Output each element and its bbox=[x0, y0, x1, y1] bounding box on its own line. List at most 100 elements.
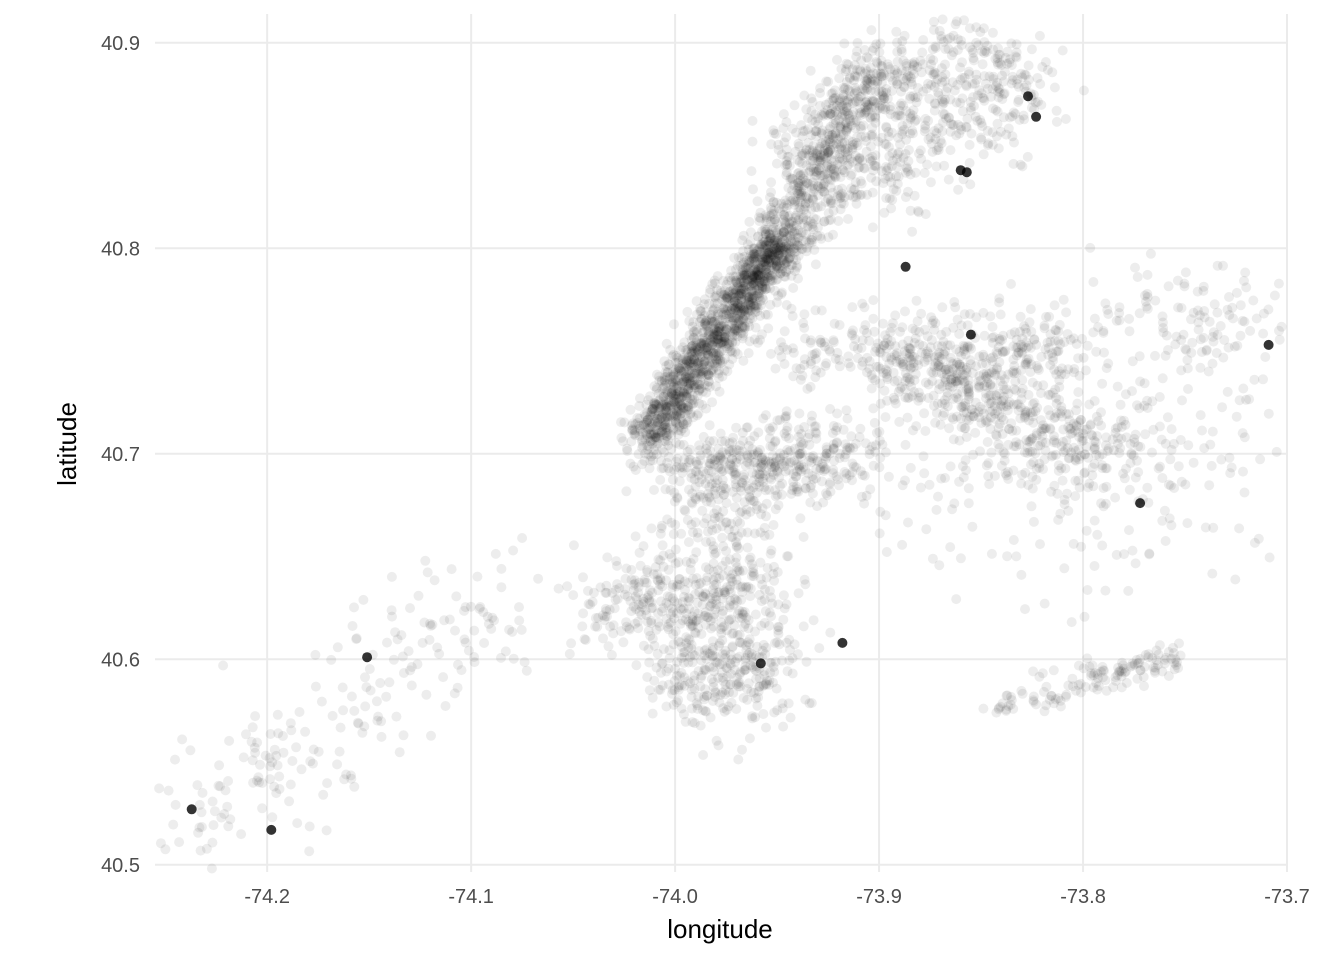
data-point bbox=[906, 73, 917, 84]
data-point bbox=[712, 330, 723, 341]
data-point bbox=[694, 357, 705, 368]
data-point bbox=[682, 306, 693, 317]
data-point bbox=[799, 90, 810, 101]
data-point bbox=[1207, 568, 1218, 579]
data-point bbox=[661, 431, 672, 442]
data-point bbox=[742, 270, 753, 281]
data-point bbox=[274, 771, 285, 782]
data-point bbox=[743, 317, 754, 328]
data-point bbox=[768, 244, 779, 255]
data-point bbox=[740, 262, 751, 273]
data-point bbox=[798, 180, 809, 191]
data-point bbox=[668, 381, 679, 392]
data-point bbox=[777, 252, 788, 263]
data-point bbox=[714, 323, 725, 334]
data-point bbox=[760, 240, 771, 251]
data-point bbox=[736, 291, 747, 302]
data-point bbox=[815, 170, 826, 181]
data-point bbox=[382, 637, 392, 648]
data-point bbox=[861, 97, 872, 108]
data-point bbox=[805, 155, 816, 166]
data-point bbox=[829, 94, 839, 104]
data-point bbox=[974, 381, 985, 392]
data-point bbox=[773, 245, 784, 256]
data-point bbox=[709, 334, 720, 344]
data-point bbox=[791, 236, 802, 247]
data-point bbox=[839, 110, 850, 121]
data-point bbox=[685, 358, 696, 369]
data-point bbox=[698, 337, 709, 348]
data-point bbox=[753, 270, 764, 281]
data-point bbox=[1048, 665, 1059, 676]
data-point bbox=[769, 240, 780, 251]
data-point bbox=[747, 136, 758, 147]
data-point bbox=[697, 399, 708, 410]
data-point bbox=[832, 109, 843, 120]
data-point bbox=[710, 318, 721, 329]
data-point bbox=[1068, 538, 1079, 549]
data-point bbox=[687, 395, 698, 405]
data-point bbox=[671, 410, 682, 421]
data-point bbox=[1238, 383, 1249, 394]
data-point bbox=[827, 103, 837, 114]
data-point bbox=[732, 349, 743, 360]
data-point bbox=[765, 274, 776, 285]
data-point bbox=[770, 255, 781, 266]
data-point bbox=[682, 344, 693, 355]
data-point bbox=[1182, 518, 1193, 529]
data-point bbox=[752, 258, 762, 269]
data-point bbox=[715, 485, 726, 496]
data-point bbox=[770, 235, 781, 246]
data-point bbox=[797, 158, 808, 169]
data-point bbox=[825, 195, 836, 206]
data-point bbox=[777, 237, 788, 248]
data-point bbox=[696, 339, 707, 350]
data-point bbox=[726, 308, 737, 319]
data-point bbox=[784, 634, 795, 645]
data-point bbox=[650, 562, 661, 573]
data-point bbox=[801, 246, 812, 257]
data-point bbox=[647, 404, 658, 415]
data-point bbox=[762, 247, 773, 258]
data-point bbox=[629, 429, 640, 440]
data-point bbox=[785, 230, 796, 241]
data-point bbox=[889, 69, 900, 80]
data-point bbox=[682, 381, 693, 392]
data-point bbox=[1134, 351, 1145, 362]
data-point bbox=[677, 391, 687, 402]
data-point bbox=[744, 281, 755, 292]
data-point bbox=[781, 203, 792, 213]
data-point bbox=[723, 339, 734, 350]
data-point bbox=[750, 291, 761, 302]
data-point bbox=[711, 735, 722, 746]
data-point bbox=[743, 440, 754, 451]
data-point bbox=[825, 108, 836, 119]
data-point bbox=[780, 271, 791, 282]
data-point bbox=[1057, 45, 1068, 56]
data-point bbox=[724, 293, 735, 304]
data-point bbox=[781, 239, 792, 249]
data-point bbox=[765, 192, 775, 203]
data-point bbox=[469, 657, 480, 668]
data-point bbox=[950, 302, 961, 313]
data-point bbox=[705, 334, 716, 345]
data-point bbox=[660, 436, 671, 447]
data-point bbox=[794, 157, 805, 167]
data-point bbox=[668, 403, 679, 414]
data-point bbox=[841, 118, 852, 129]
data-point bbox=[750, 256, 761, 267]
data-point bbox=[627, 425, 638, 436]
data-point bbox=[810, 259, 821, 270]
data-point bbox=[844, 72, 855, 83]
data-point bbox=[812, 230, 823, 241]
data-point bbox=[651, 382, 662, 393]
data-point bbox=[877, 61, 888, 72]
data-point bbox=[751, 267, 762, 278]
data-point bbox=[696, 351, 707, 362]
data-point bbox=[708, 326, 719, 337]
data-point bbox=[843, 108, 853, 119]
data-point bbox=[645, 424, 656, 435]
data-point bbox=[680, 354, 691, 365]
data-point bbox=[658, 430, 669, 441]
data-point bbox=[796, 244, 807, 254]
